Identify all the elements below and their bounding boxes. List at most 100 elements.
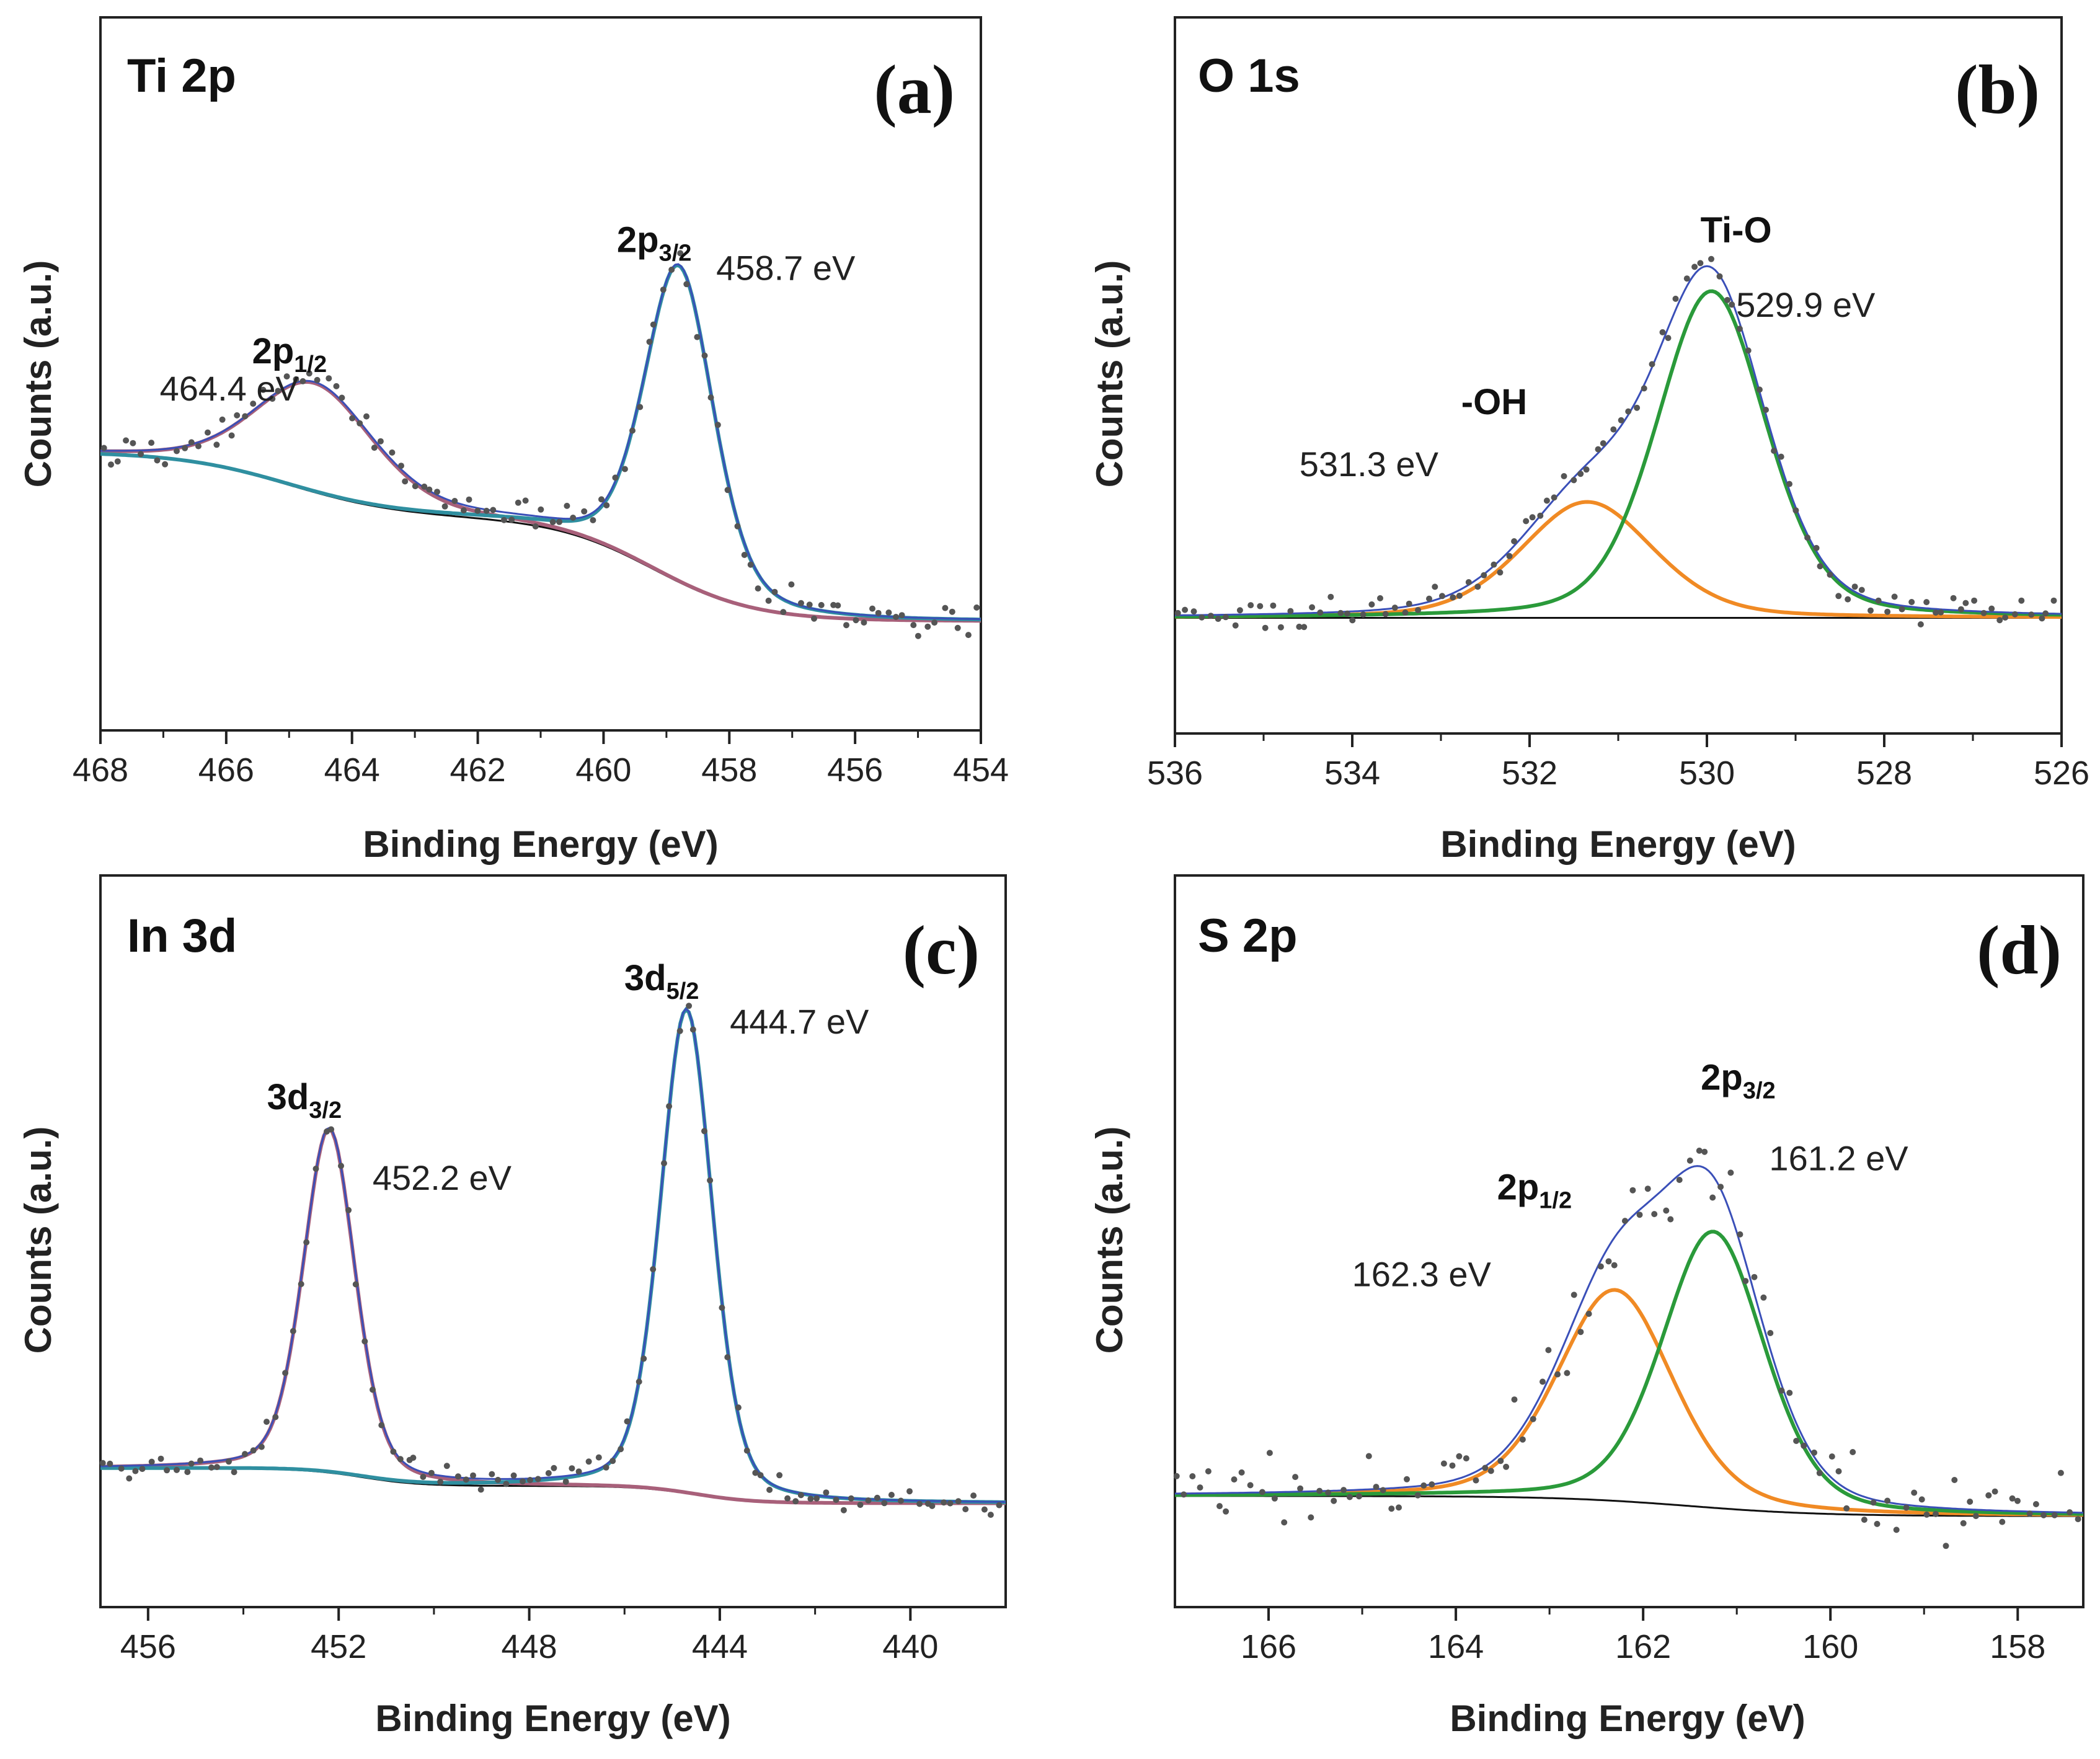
data-point	[1686, 1157, 1693, 1164]
x-axis-label: Binding Energy (eV)	[1440, 823, 1796, 865]
data-point	[1850, 1449, 1856, 1455]
data-point	[1651, 1211, 1658, 1218]
plot-frame	[1174, 874, 2084, 1608]
data-point	[1506, 552, 1513, 559]
series	[1175, 1165, 2084, 1517]
data-point	[2011, 611, 2018, 618]
data-point	[924, 623, 931, 630]
data-point	[1763, 407, 1769, 413]
data-point	[661, 1160, 667, 1167]
data-point	[1198, 614, 1205, 621]
data-point	[987, 1512, 994, 1518]
envelope-fit	[1175, 1165, 2083, 1514]
data-point	[941, 1499, 947, 1506]
data-point	[250, 1447, 257, 1454]
data-point	[1736, 326, 1743, 332]
y-axis-label: Counts (a.u.)	[17, 260, 59, 488]
data-point	[1551, 494, 1557, 501]
data-point	[1708, 255, 1714, 262]
data-point	[931, 619, 938, 626]
data-point	[689, 1026, 696, 1033]
data-point	[1874, 1520, 1881, 1527]
data-point	[339, 394, 345, 401]
series	[100, 1006, 1006, 1505]
data-point	[947, 1500, 954, 1507]
data-point	[441, 503, 448, 510]
data-point	[1618, 417, 1624, 423]
data-point	[743, 1447, 750, 1454]
data-point	[1415, 607, 1421, 613]
data-point	[1717, 1184, 1724, 1190]
data-point	[1523, 518, 1530, 525]
x-tick-label: 454	[953, 751, 1009, 789]
data-point	[970, 1492, 977, 1499]
data-point	[1778, 1387, 1785, 1394]
data-point	[1641, 385, 1647, 392]
data-point	[107, 1460, 113, 1467]
data-point	[1778, 453, 1784, 460]
data-point	[910, 622, 917, 629]
data-point	[694, 334, 701, 340]
data-point	[2002, 614, 2009, 621]
data-point	[434, 489, 440, 495]
data-point	[231, 1469, 237, 1476]
panel-a-ti-2p: Ti 2p (a) Binding Energy (eV) Counts (a.…	[17, 16, 1009, 865]
data-point	[377, 438, 384, 445]
plot-frame	[99, 874, 1007, 1608]
data-point	[1346, 1494, 1353, 1500]
data-point	[532, 523, 539, 529]
data-point	[1543, 497, 1550, 504]
data-point	[1270, 602, 1277, 609]
data-point	[148, 1458, 155, 1465]
data-point	[345, 1207, 352, 1213]
data-point	[306, 370, 312, 377]
data-point	[437, 1479, 444, 1485]
data-point	[500, 516, 507, 523]
data-point	[371, 445, 378, 451]
x-ticks: 456 452 448 444 440	[120, 1607, 938, 1665]
data-point	[466, 496, 472, 503]
peak-energy-label: 464.4 eV	[160, 369, 299, 408]
data-point	[686, 1003, 693, 1009]
data-point	[955, 1498, 962, 1505]
data-point	[195, 443, 202, 450]
data-point	[668, 267, 675, 273]
data-point	[1404, 1476, 1410, 1482]
background-line	[100, 453, 981, 623]
data-point	[1571, 477, 1577, 484]
data-point	[1933, 609, 1939, 616]
data-point	[1561, 473, 1567, 479]
data-point	[840, 1507, 847, 1513]
data-point	[1414, 1492, 1421, 1499]
data-point	[1691, 264, 1698, 270]
data-point	[1257, 603, 1264, 609]
data-point	[1281, 1519, 1288, 1526]
data-point	[213, 441, 220, 448]
data-point	[861, 619, 867, 626]
data-point	[1999, 1518, 2006, 1525]
panel-c-in-3d: In 3d (c) Binding Energy (eV) Counts (a.…	[17, 874, 1007, 1739]
peak-energy-label: 161.2 eV	[1769, 1138, 1908, 1177]
data-point	[1564, 1370, 1571, 1376]
data-point	[780, 609, 787, 616]
data-point	[2057, 1469, 2064, 1476]
data-point	[1474, 583, 1481, 590]
data-point	[1683, 275, 1690, 282]
peak-name-label: 2p3/2	[617, 220, 692, 267]
data-points	[99, 1003, 1003, 1518]
data-point	[1804, 534, 1811, 541]
data-point	[522, 497, 529, 504]
data-point	[154, 457, 161, 464]
data-point	[361, 1338, 368, 1345]
data-point	[843, 622, 849, 629]
data-point	[624, 1418, 631, 1425]
data-point	[1898, 606, 1905, 613]
data-point	[1545, 1347, 1552, 1354]
x-axis-label: Binding Energy (eV)	[375, 1698, 730, 1739]
data-point	[714, 422, 721, 428]
data-point	[1611, 1262, 1618, 1269]
data-point	[888, 1492, 895, 1498]
data-point	[906, 1488, 913, 1495]
data-point	[1771, 448, 1778, 454]
data-point	[1554, 1371, 1561, 1378]
